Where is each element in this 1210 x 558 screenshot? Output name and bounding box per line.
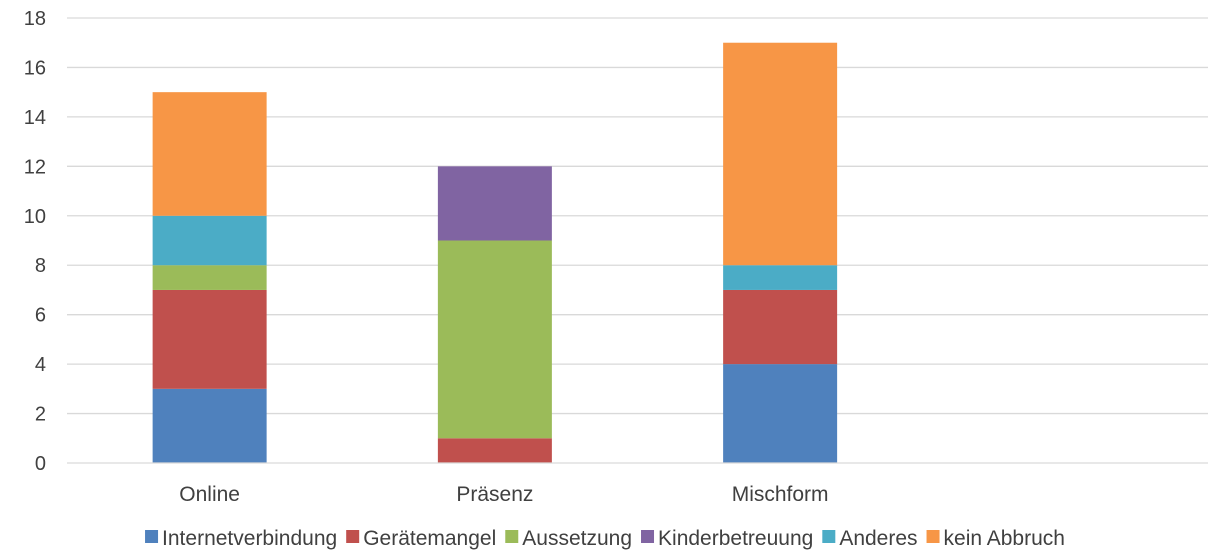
- legend-item: Aussetzung: [505, 527, 632, 550]
- bar-stack-online: [152, 92, 267, 463]
- legend: Internetverbindung Gerätemangel Aussetzung…: [145, 527, 1065, 550]
- legend-label: Kinderbetreuung: [658, 527, 813, 550]
- legend-swatch: [505, 530, 519, 543]
- y-tick-label: 12: [24, 156, 46, 178]
- bar-segment: [723, 364, 838, 463]
- bar-stack-präsenz: [437, 166, 552, 463]
- bar-segment: [723, 289, 838, 365]
- legend-label: kein Abbruch: [944, 527, 1065, 550]
- legend-item: kein Abbruch: [926, 527, 1065, 550]
- legend-item: Gerätemangel: [346, 527, 496, 550]
- bar-segment: [152, 289, 267, 389]
- legend-label: Aussetzung: [522, 527, 632, 550]
- legend-label: Gerätemangel: [363, 527, 496, 550]
- legend-swatch: [145, 530, 159, 543]
- bar-segment: [723, 265, 838, 290]
- category-label: Präsenz: [456, 483, 533, 506]
- bar-segment: [152, 215, 267, 266]
- legend-swatch: [822, 530, 836, 543]
- legend-swatch: [641, 530, 655, 543]
- legend-item: Anderes: [822, 527, 918, 550]
- y-tick-label: 10: [24, 206, 46, 228]
- category-label: Mischform: [732, 483, 829, 506]
- legend-label: Internetverbindung: [162, 527, 337, 550]
- bar-stacks: [152, 42, 838, 463]
- legend-swatch: [346, 530, 360, 543]
- bar-stack-mischform: [723, 42, 838, 463]
- y-tick-label: 16: [24, 57, 46, 79]
- bar-segment: [437, 240, 552, 439]
- x-axis-category-labels: Online Präsenz Mischform: [179, 483, 828, 506]
- y-tick-label: 6: [35, 305, 46, 327]
- legend-swatch: [926, 530, 940, 543]
- y-tick-label: 8: [35, 255, 46, 277]
- y-axis-tick-labels: 0 2 4 6 8 10 12 14 16 18: [24, 8, 46, 475]
- bar-segment: [723, 42, 838, 266]
- bar-segment: [152, 388, 267, 463]
- bar-segment: [437, 166, 552, 241]
- y-tick-label: 2: [35, 404, 46, 426]
- y-tick-label: 4: [35, 354, 46, 376]
- y-tick-label: 0: [35, 453, 46, 475]
- y-tick-label: 18: [24, 8, 46, 30]
- bar-segment: [437, 438, 552, 463]
- category-label: Online: [179, 483, 240, 506]
- legend-item: Kinderbetreuung: [641, 527, 813, 550]
- legend-item: Internetverbindung: [145, 527, 337, 550]
- y-tick-label: 14: [24, 107, 46, 129]
- legend-label: Anderes: [839, 527, 917, 550]
- bar-segment: [152, 265, 267, 290]
- bar-segment: [152, 92, 267, 216]
